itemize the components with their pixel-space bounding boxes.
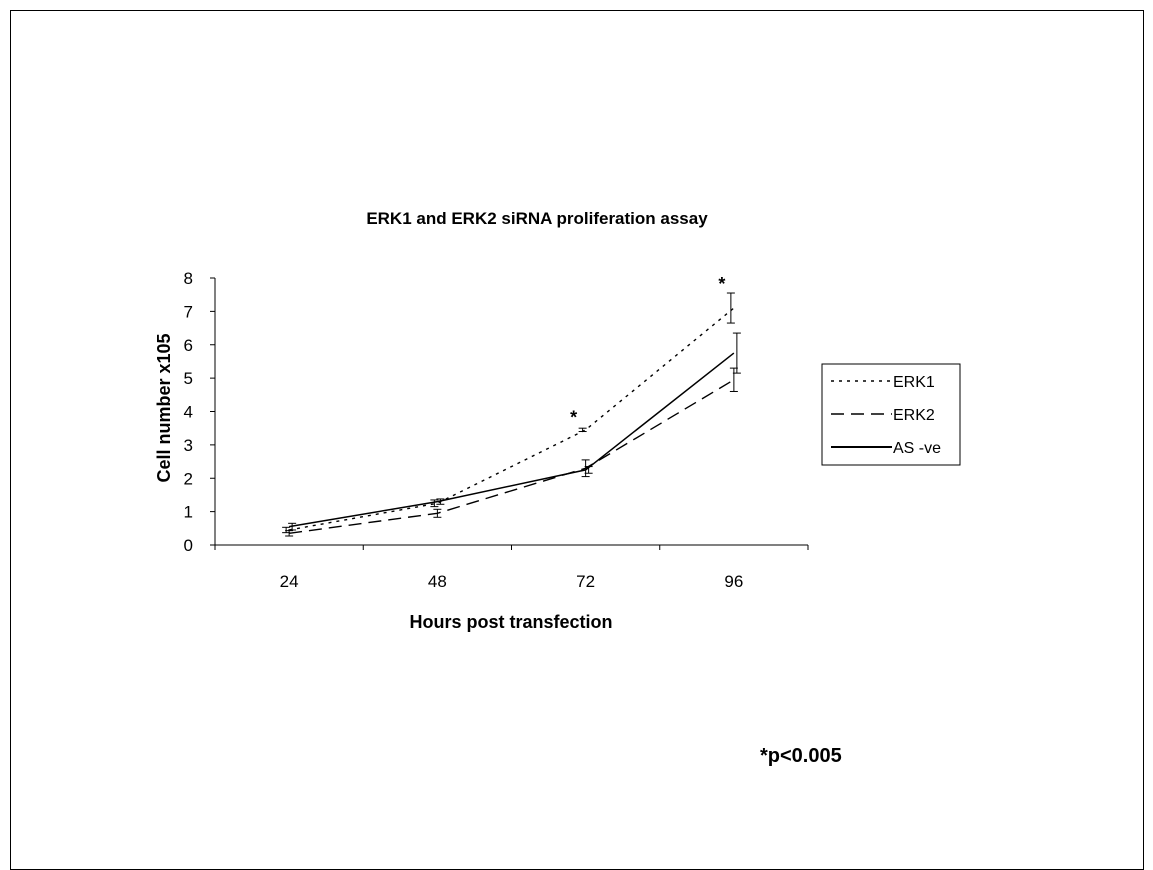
x-tick-label: 48 [428, 572, 447, 591]
legend-item: ERK2 [831, 407, 935, 424]
x-tick-label: 96 [724, 572, 743, 591]
x-tick-label: 24 [280, 572, 299, 591]
legend-item: ERK1 [831, 374, 935, 391]
series-line [289, 307, 735, 531]
legend-label: ERK2 [893, 407, 935, 424]
legend: ERK1 ERK2 AS -ve [821, 363, 961, 466]
x-axis-label: Hours post transfection [409, 612, 612, 632]
y-axis-label: Cell number x105 [154, 333, 174, 482]
y-tick-label: 0 [184, 536, 193, 555]
y-tick-label: 8 [184, 269, 193, 288]
series-layer [282, 292, 741, 537]
significance-markers: ** [570, 274, 725, 428]
legend-label: AS -ve [893, 440, 941, 457]
x-tick-label: 72 [576, 572, 595, 591]
y-tick-label: 6 [184, 336, 193, 355]
chart-title: ERK1 and ERK2 siRNA proliferation assay [366, 209, 708, 228]
y-tick-label: 2 [184, 469, 193, 488]
axes [214, 278, 808, 546]
y-tick-label: 1 [184, 503, 193, 522]
series-line [289, 352, 735, 528]
y-tick-label: 5 [184, 369, 193, 388]
x-ticks: 24 48 72 96 [214, 545, 809, 591]
legend-label: ERK1 [893, 374, 935, 391]
legend-item: AS -ve [831, 440, 941, 457]
series-erk2 [285, 367, 738, 537]
series-line [289, 379, 735, 535]
series-erk1 [282, 292, 735, 534]
significance-marker: * [570, 408, 577, 428]
significance-marker: * [718, 274, 725, 294]
y-ticks: 0 1 2 3 4 5 6 7 8 [184, 269, 215, 555]
legend-box [821, 363, 961, 466]
footnote: *p<0.005 [760, 745, 842, 767]
y-tick-label: 3 [184, 436, 193, 455]
series-as-ve [288, 332, 741, 531]
y-tick-label: 7 [184, 302, 193, 321]
y-tick-label: 4 [184, 403, 193, 422]
